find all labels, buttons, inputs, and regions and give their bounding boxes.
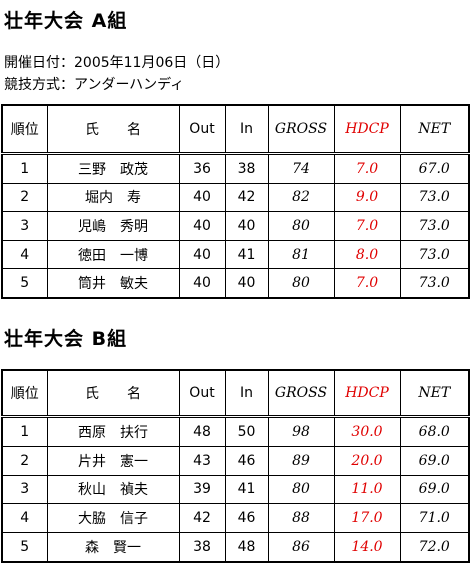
table-cell: 71.0 [399,503,470,534]
table-cell: 46 [224,503,269,534]
column-header: 順位 [1,369,48,418]
table-cell: 36 [178,153,226,184]
table-cell: 5 [1,532,48,563]
table-cell: 69.0 [399,474,470,505]
table-cell: 9.0 [333,182,401,213]
table-cell: 片井 憲一 [46,445,180,476]
table-cell: 3 [1,474,48,505]
table-cell: 82 [267,182,335,213]
event-date: 開催日付：2005年11月06日（日） [4,55,230,71]
column-header: GROSS [267,369,335,418]
table-cell: 42 [178,503,226,534]
table-cell: 堀内 寿 [46,182,180,213]
table-cell: 徳田 一博 [46,239,180,270]
table-cell: 74 [267,153,335,184]
page-title: 壮年大会 A組 [4,10,128,32]
column-header: HDCP [333,369,401,418]
section-title: 壮年大会 B組 [4,328,128,350]
table-cell: 1 [1,416,48,447]
column-header: Out [178,369,226,418]
table-cell: 42 [224,182,269,213]
table-cell: 20.0 [333,445,401,476]
table-cell: 2 [1,182,48,213]
table-cell: 50 [224,416,269,447]
table-cell: 41 [224,474,269,505]
column-header: 氏 名 [46,369,180,418]
table-cell: 3 [1,211,48,241]
table-cell: 69.0 [399,445,470,476]
table-cell: 80 [267,268,335,299]
table-cell: 大脇 信子 [46,503,180,534]
table-cell: 14.0 [333,532,401,563]
table-cell: 40 [178,182,226,213]
table-cell: 筒井 敏夫 [46,268,180,299]
table-cell: 17.0 [333,503,401,534]
table-cell: 89 [267,445,335,476]
table-cell: 40 [178,211,226,241]
column-header: HDCP [333,104,401,155]
table-cell: 4 [1,239,48,270]
table-cell: 2 [1,445,48,476]
table-cell: 8.0 [333,239,401,270]
table-cell: 4 [1,503,48,534]
column-header: 氏 名 [46,104,180,155]
table-cell: 秋山 禎夫 [46,474,180,505]
table-cell: 7.0 [333,211,401,241]
table-cell: 30.0 [333,416,401,447]
column-header: 順位 [1,104,48,155]
table-cell: 38 [224,153,269,184]
table-cell: 森 賢一 [46,532,180,563]
table-cell: 西原 扶行 [46,416,180,447]
table-cell: 81 [267,239,335,270]
score-table: 順位氏 名 Out In GROSS HDCP NET 1 三野 政茂 36 38 74 7.0 67.… [1,104,470,299]
table-cell: 1 [1,153,48,184]
column-header: In [224,104,269,155]
table-cell: 40 [224,268,269,299]
score-table: 順位氏 名 Out In GROSS HDCP NET 1 西原 扶行 48 50 98 30.0 68… [1,369,470,563]
table-cell: 48 [178,416,226,447]
table-cell: 41 [224,239,269,270]
table-cell: 46 [224,445,269,476]
table-cell: 68.0 [399,416,470,447]
table-cell: 40 [178,268,226,299]
table-cell: 38 [178,532,226,563]
column-header: In [224,369,269,418]
table-cell: 73.0 [399,268,470,299]
event-method: 競技方式：アンダーハンディ [4,77,185,93]
table-cell: 80 [267,211,335,241]
table-cell: 7.0 [333,153,401,184]
table-cell: 80 [267,474,335,505]
table-cell: 88 [267,503,335,534]
column-header: NET [399,104,470,155]
table-cell: 40 [178,239,226,270]
column-header: NET [399,369,470,418]
table-cell: 48 [224,532,269,563]
table-cell: 67.0 [399,153,470,184]
table-cell: 5 [1,268,48,299]
table-cell: 72.0 [399,532,470,563]
table-cell: 73.0 [399,182,470,213]
table-cell: 98 [267,416,335,447]
column-header: Out [178,104,226,155]
table-cell: 7.0 [333,268,401,299]
table-cell: 11.0 [333,474,401,505]
table-cell: 73.0 [399,211,470,241]
table-cell: 39 [178,474,226,505]
table-cell: 86 [267,532,335,563]
table-cell: 43 [178,445,226,476]
table-cell: 三野 政茂 [46,153,180,184]
column-header: GROSS [267,104,335,155]
table-cell: 40 [224,211,269,241]
table-cell: 73.0 [399,239,470,270]
table-cell: 児嶋 秀明 [46,211,180,241]
